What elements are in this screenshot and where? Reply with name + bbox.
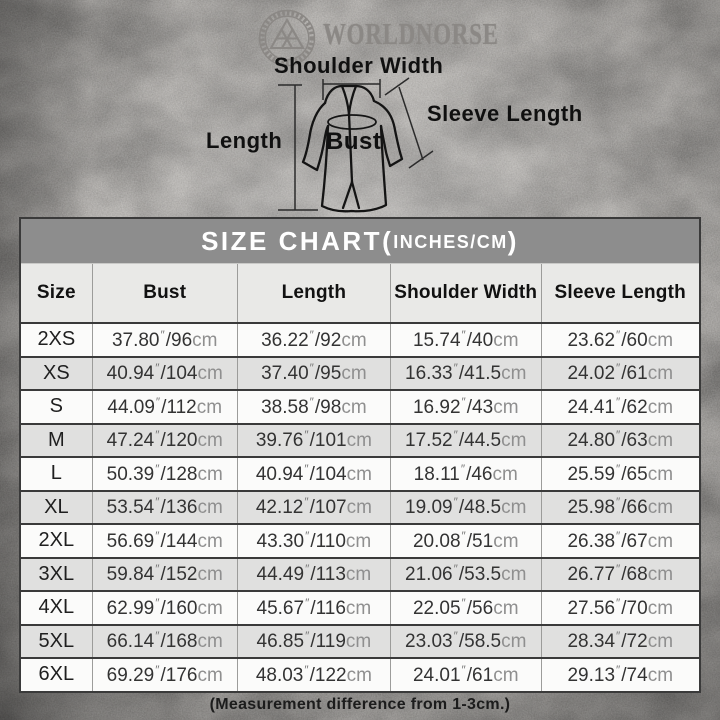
measurement-cell: 24.41″/62cm (540, 389, 699, 424)
measurement-cell: 24.01″/61cm (389, 657, 541, 691)
size-row-2xl: 2XL 56.69″/144cm 43.30″/110cm 20.08″/51cm 26… (21, 523, 699, 558)
valknut-badge-icon (258, 9, 316, 67)
diagram-label-shoulder-width: Shoulder Width (274, 53, 444, 78)
column-header-sleeve-length: Sleeve Length (540, 264, 699, 324)
measurement-cell: 24.80″/63cm (540, 422, 699, 457)
title-unit: INCHES/CM (393, 232, 508, 252)
title-main: SIZE CHART( (201, 225, 394, 256)
size-row-2xs: 2XS 37.80″/96cm 36.22″/92cm 15.74″/40cm 23.6… (21, 322, 699, 357)
size-label: L (21, 456, 93, 491)
title-close: ) (507, 225, 519, 256)
measurement-cell: 44.09″/112cm (91, 389, 238, 424)
size-label: 6XL (21, 657, 93, 691)
size-label: 2XL (21, 523, 93, 558)
size-label: XL (21, 489, 93, 524)
size-row-4xl: 4XL 62.99″/160cm 45.67″/116cm 22.05″/56cm 27… (21, 590, 699, 625)
size-row-xs: XS 40.94″/104cm 37.40″/95cm 16.33″/41.5cm 24… (21, 355, 699, 390)
measurement-cell: 23.03″/58.5cm (389, 623, 541, 658)
size-row-5xl: 5XL 66.14″/168cm 46.85″/119cm 23.03″/58.5cm… (21, 623, 699, 658)
measurement-cell: 42.12″/107cm (236, 489, 391, 524)
column-header-length: Length (236, 264, 391, 324)
measurement-cell: 23.62″/60cm (540, 322, 699, 357)
size-label: 5XL (21, 623, 93, 658)
diagram-label-bust: Bust (326, 128, 382, 155)
size-table: Size Bust Length Shoulder Width Sleeve Lengt… (21, 264, 699, 691)
column-header-shoulder-width: Shoulder Width (389, 264, 541, 324)
measurement-cell: 66.14″/168cm (91, 623, 238, 658)
measurement-cell: 26.38″/67cm (540, 523, 699, 558)
measurement-cell: 24.02″/61cm (540, 355, 699, 390)
measurement-cell: 19.09″/48.5cm (389, 489, 541, 524)
size-label: XS (21, 355, 93, 390)
measurement-cell: 25.98″/66cm (540, 489, 699, 524)
measurement-cell: 15.74″/40cm (389, 322, 541, 357)
measurement-cell: 43.30″/110cm (236, 523, 391, 558)
size-row-3xl: 3XL 59.84″/152cm 44.49″/113cm 21.06″/53.5cm… (21, 556, 699, 591)
measurement-cell: 37.40″/95cm (236, 355, 391, 390)
measurement-cell: 22.05″/56cm (389, 590, 541, 625)
measurement-cell: 69.29″/176cm (91, 657, 238, 691)
measurement-cell: 48.03″/122cm (236, 657, 391, 691)
measurement-cell: 25.59″/65cm (540, 456, 699, 491)
measurement-cell: 46.85″/119cm (236, 623, 391, 658)
diagram-label-sleeve-length: Sleeve Length (427, 101, 583, 126)
measurement-cell: 21.06″/53.5cm (389, 556, 541, 591)
measurement-cell: 16.92″/43cm (389, 389, 541, 424)
table-header-row: Size Bust Length Shoulder Width Sleeve Lengt… (21, 264, 699, 324)
measurement-cell: 50.39″/128cm (91, 456, 238, 491)
measurement-cell: 28.34″/72cm (540, 623, 699, 658)
size-row-6xl: 6XL 69.29″/176cm 48.03″/122cm 24.01″/61cm 29… (21, 657, 699, 691)
measurement-cell: 27.56″/70cm (540, 590, 699, 625)
size-row-xl: XL 53.54″/136cm 42.12″/107cm 19.09″/48.5cm 2… (21, 489, 699, 524)
measurement-cell: 29.13″/74cm (540, 657, 699, 691)
measurement-cell: 62.99″/160cm (91, 590, 238, 625)
measurement-lines (278, 77, 434, 211)
size-chart-title: SIZE CHART(INCHES/CM) (21, 219, 699, 264)
column-header-size: Size (21, 264, 93, 324)
size-row-s: S 44.09″/112cm 38.58″/98cm 16.92″/43cm 24.41… (21, 389, 699, 424)
measurement-cell: 16.33″/41.5cm (389, 355, 541, 390)
measurement-cell: 38.58″/98cm (236, 389, 391, 424)
column-header-bust: Bust (91, 264, 238, 324)
size-label: S (21, 389, 93, 424)
size-label: 4XL (21, 590, 93, 625)
brand-name: WORLDNORSE (323, 16, 499, 51)
measurement-cell: 56.69″/144cm (91, 523, 238, 558)
measurement-cell: 45.67″/116cm (236, 590, 391, 625)
measurement-cell: 17.52″/44.5cm (389, 422, 541, 457)
measurement-cell: 39.76″/101cm (236, 422, 391, 457)
garment-outline-drawing (278, 77, 434, 213)
measurement-cell: 47.24″/120cm (91, 422, 238, 457)
size-row-m: M 47.24″/120cm 39.76″/101cm 17.52″/44.5cm 24… (21, 422, 699, 457)
measurement-cell: 40.94″/104cm (236, 456, 391, 491)
size-label: 2XS (21, 322, 93, 357)
size-chart-section: SIZE CHART(INCHES/CM) Size Bust Length Shou… (19, 217, 701, 693)
coat-outline (301, 84, 404, 213)
measurement-cell: 53.54″/136cm (91, 489, 238, 524)
diagram-label-length: Length (206, 128, 283, 153)
measurement-note: (Measurement difference from 1-3cm.) (209, 696, 511, 713)
measurement-cell: 20.08″/51cm (389, 523, 541, 558)
measurement-cell: 36.22″/92cm (236, 322, 391, 357)
measurement-cell: 59.84″/152cm (91, 556, 238, 591)
measurement-cell: 26.77″/68cm (540, 556, 699, 591)
measurement-cell: 44.49″/113cm (236, 556, 391, 591)
measurement-cell: 37.80″/96cm (91, 322, 238, 357)
size-label: M (21, 422, 93, 457)
size-label: 3XL (21, 556, 93, 591)
measurement-cell: 40.94″/104cm (91, 355, 238, 390)
measurement-cell: 18.11″/46cm (389, 456, 541, 491)
size-row-l: L 50.39″/128cm 40.94″/104cm 18.11″/46cm 25.5… (21, 456, 699, 491)
